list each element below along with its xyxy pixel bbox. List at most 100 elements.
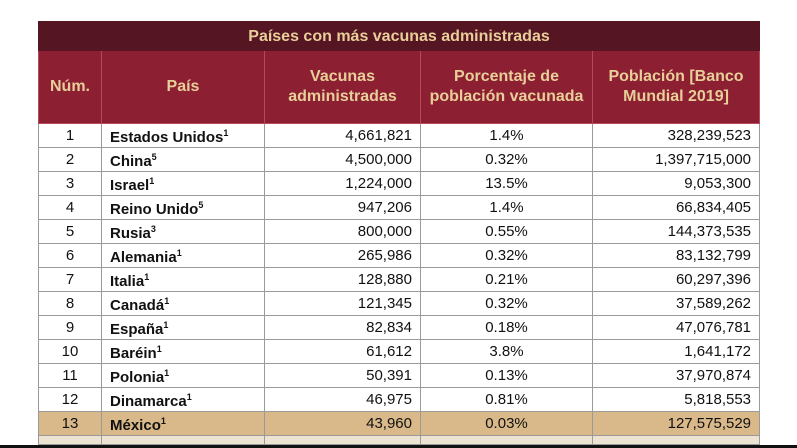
table-title: Países con más vacunas administradas [37, 21, 761, 51]
row-vaccines: 1,224,000 [264, 171, 421, 196]
row-num: 2 [38, 147, 102, 172]
table-row: 12 Dinamarca1 46,975 0.81% 5,818,553 [38, 387, 761, 412]
row-population: 328,239,523 [591, 123, 761, 148]
footnote-ref: 1 [163, 320, 169, 330]
row-percent: 0.18% [420, 315, 593, 340]
row-vaccines: 800,000 [264, 219, 421, 244]
row-vaccines: 947,206 [264, 195, 421, 220]
row-country: Estados Unidos1 [101, 123, 265, 148]
country-name: Alemania [110, 249, 177, 266]
table-row: 11 Polonia1 50,391 0.13% 37,970,874 [38, 363, 761, 388]
row-country: Alemania1 [101, 243, 265, 268]
table-row: 9 España1 82,834 0.18% 47,076,781 [38, 315, 761, 340]
row-num: 10 [38, 339, 102, 364]
row-percent: 1.4% [420, 195, 593, 220]
vaccines-table: Países con más vacunas administradas Núm… [37, 21, 761, 445]
table-row: 3 Israel1 1,224,000 13.5% 9,053,300 [38, 171, 761, 196]
row-percent: 13.5% [420, 171, 593, 196]
country-name: Israel [110, 177, 150, 194]
row-num: 7 [38, 267, 102, 292]
table-row: 13 México1 43,960 0.03% 127,575,529 [38, 411, 761, 436]
row-country: China5 [101, 147, 265, 172]
country-name: Estados Unidos [110, 129, 224, 146]
row-percent: 0.21% [420, 267, 593, 292]
row-population: 37,589,262 [591, 291, 761, 316]
footnote-ref: 1 [164, 296, 170, 306]
country-name: China [110, 153, 152, 170]
country-name: Polonia [110, 369, 165, 386]
row-vaccines: 82,834 [264, 315, 421, 340]
table-row: 1 Estados Unidos1 4,661,821 1.4% 328,239… [38, 123, 761, 148]
row-num: 3 [38, 171, 102, 196]
row-percent: 0.81% [420, 387, 593, 412]
table-row: 5 Rusia3 800,000 0.55% 144,373,535 [38, 219, 761, 244]
table-row: 2 China5 4,500,000 0.32% 1,397,715,000 [38, 147, 761, 172]
row-population: 47,076,781 [591, 315, 761, 340]
row-country: México1 [101, 411, 265, 436]
row-population: 83,132,799 [591, 243, 761, 268]
row-num: 8 [38, 291, 102, 316]
country-name: México [110, 417, 161, 434]
table-row: 10 Baréin1 61,612 3.8% 1,641,172 [38, 339, 761, 364]
row-num: 11 [38, 363, 102, 388]
row-vaccines: 4,661,821 [264, 123, 421, 148]
row-num: 4 [38, 195, 102, 220]
table-row: 7 Italia1 128,880 0.21% 60,297,396 [38, 267, 761, 292]
row-country: España1 [101, 315, 265, 340]
row-country: Rusia3 [101, 219, 265, 244]
header-population: Población [Banco Mundial 2019] [591, 50, 761, 124]
row-vaccines: 128,880 [264, 267, 421, 292]
row-vaccines: 4,500,000 [264, 147, 421, 172]
row-country: Canadá1 [101, 291, 265, 316]
table-row: 4 Reino Unido5 947,206 1.4% 66,834,405 [38, 195, 761, 220]
footnote-ref: 1 [186, 392, 192, 402]
header-num: Núm. [38, 50, 102, 124]
footnote-ref: 1 [160, 416, 166, 426]
row-percent: 0.32% [420, 147, 593, 172]
row-vaccines: 61,612 [264, 339, 421, 364]
row-country: Israel1 [101, 171, 265, 196]
row-country: Dinamarca1 [101, 387, 265, 412]
row-percent: 0.03% [420, 411, 593, 436]
row-population: 127,575,529 [591, 411, 761, 436]
row-percent: 0.32% [420, 243, 593, 268]
country-name: Dinamarca [110, 393, 187, 410]
header-percent: Porcentaje de población vacunada [420, 50, 593, 124]
footnote-ref: 1 [223, 128, 229, 138]
row-country: Polonia1 [101, 363, 265, 388]
footnote-ref: 1 [164, 368, 170, 378]
country-name: España [110, 321, 164, 338]
table-row: 6 Alemania1 265,986 0.32% 83,132,799 [38, 243, 761, 268]
row-population: 144,373,535 [591, 219, 761, 244]
row-vaccines: 265,986 [264, 243, 421, 268]
row-country: Baréin1 [101, 339, 265, 364]
header-country: País [101, 50, 265, 124]
row-population: 1,641,172 [591, 339, 761, 364]
row-country: Italia1 [101, 267, 265, 292]
footnote-ref: 5 [198, 200, 204, 210]
row-population: 60,297,396 [591, 267, 761, 292]
table-row-partial [38, 435, 761, 445]
table-row: 8 Canadá1 121,345 0.32% 37,589,262 [38, 291, 761, 316]
row-vaccines: 46,975 [264, 387, 421, 412]
country-name: Canadá [110, 297, 165, 314]
row-vaccines: 50,391 [264, 363, 421, 388]
country-name: Reino Unido [110, 201, 199, 218]
row-num: 12 [38, 387, 102, 412]
row-num: 13 [38, 411, 102, 436]
footnote-ref: 5 [151, 152, 157, 162]
row-num: 9 [38, 315, 102, 340]
country-name: Baréin [110, 345, 157, 362]
row-percent: 1.4% [420, 123, 593, 148]
row-vaccines: 121,345 [264, 291, 421, 316]
header-vaccines: Vacunas administradas [264, 50, 421, 124]
row-num: 1 [38, 123, 102, 148]
row-country: Reino Unido5 [101, 195, 265, 220]
footnote-ref: 3 [150, 224, 156, 234]
bottom-bar [0, 445, 797, 448]
row-percent: 0.13% [420, 363, 593, 388]
row-vaccines: 43,960 [264, 411, 421, 436]
footnote-ref: 1 [144, 272, 150, 282]
row-population: 37,970,874 [591, 363, 761, 388]
footnote-ref: 1 [156, 344, 162, 354]
